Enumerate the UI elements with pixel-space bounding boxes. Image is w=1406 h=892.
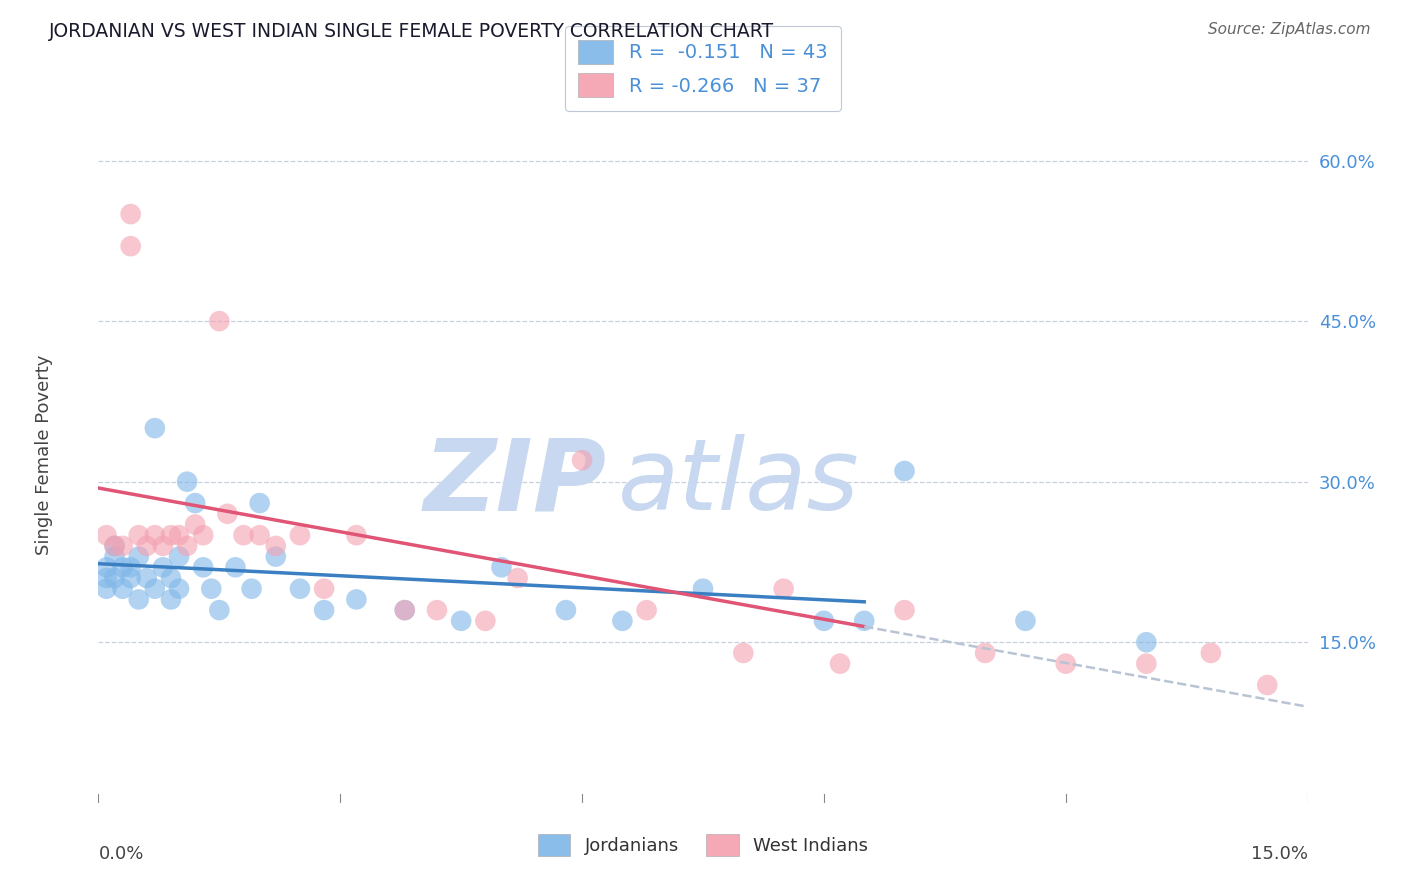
Point — [96, 560, 118, 574]
Point — [394, 603, 416, 617]
Point — [288, 582, 311, 596]
Point — [1054, 657, 1077, 671]
Point — [636, 603, 658, 617]
Point — [111, 582, 134, 596]
Point — [120, 560, 142, 574]
Point — [176, 475, 198, 489]
Point — [103, 539, 125, 553]
Point — [224, 560, 246, 574]
Point — [111, 560, 134, 574]
Point — [344, 592, 367, 607]
Point — [152, 560, 174, 574]
Point — [426, 603, 449, 617]
Point — [1135, 635, 1157, 649]
Point — [208, 603, 231, 617]
Point — [176, 539, 198, 553]
Point — [555, 603, 578, 617]
Point — [240, 582, 263, 596]
Point — [160, 592, 183, 607]
Point — [184, 517, 207, 532]
Point — [571, 453, 593, 467]
Point — [120, 207, 142, 221]
Text: 0.0%: 0.0% — [98, 845, 143, 863]
Point — [120, 239, 142, 253]
Point — [167, 549, 190, 564]
Point — [135, 571, 157, 585]
Point — [974, 646, 997, 660]
Point — [450, 614, 472, 628]
Point — [853, 614, 876, 628]
Point — [167, 582, 190, 596]
Point — [692, 582, 714, 596]
Point — [264, 549, 287, 564]
Point — [893, 464, 915, 478]
Point — [813, 614, 835, 628]
Point — [1014, 614, 1036, 628]
Point — [1256, 678, 1278, 692]
Point — [612, 614, 634, 628]
Point — [893, 603, 915, 617]
Point — [772, 582, 794, 596]
Point — [288, 528, 311, 542]
Point — [828, 657, 851, 671]
Point — [167, 528, 190, 542]
Point — [1135, 657, 1157, 671]
Point — [128, 528, 150, 542]
Point — [103, 539, 125, 553]
Point — [249, 528, 271, 542]
Point — [193, 528, 215, 542]
Point — [491, 560, 513, 574]
Point — [96, 582, 118, 596]
Text: ZIP: ZIP — [423, 434, 606, 532]
Point — [160, 571, 183, 585]
Point — [344, 528, 367, 542]
Point — [128, 549, 150, 564]
Point — [96, 571, 118, 585]
Point — [143, 582, 166, 596]
Point — [733, 646, 755, 660]
Point — [506, 571, 529, 585]
Point — [128, 592, 150, 607]
Point — [474, 614, 496, 628]
Point — [217, 507, 239, 521]
Point — [111, 539, 134, 553]
Point — [264, 539, 287, 553]
Point — [184, 496, 207, 510]
Point — [152, 539, 174, 553]
Point — [394, 603, 416, 617]
Text: Source: ZipAtlas.com: Source: ZipAtlas.com — [1208, 22, 1371, 37]
Point — [232, 528, 254, 542]
Point — [135, 539, 157, 553]
Point — [208, 314, 231, 328]
Point — [160, 528, 183, 542]
Text: Single Female Poverty: Single Female Poverty — [35, 355, 53, 555]
Point — [143, 528, 166, 542]
Legend: Jordanians, West Indians: Jordanians, West Indians — [530, 827, 876, 863]
Text: atlas: atlas — [619, 434, 860, 532]
Point — [120, 571, 142, 585]
Point — [193, 560, 215, 574]
Text: JORDANIAN VS WEST INDIAN SINGLE FEMALE POVERTY CORRELATION CHART: JORDANIAN VS WEST INDIAN SINGLE FEMALE P… — [49, 22, 775, 41]
Point — [314, 603, 336, 617]
Point — [143, 421, 166, 435]
Point — [103, 549, 125, 564]
Point — [103, 571, 125, 585]
Text: 15.0%: 15.0% — [1250, 845, 1308, 863]
Point — [249, 496, 271, 510]
Point — [314, 582, 336, 596]
Point — [96, 528, 118, 542]
Point — [200, 582, 222, 596]
Point — [1199, 646, 1222, 660]
